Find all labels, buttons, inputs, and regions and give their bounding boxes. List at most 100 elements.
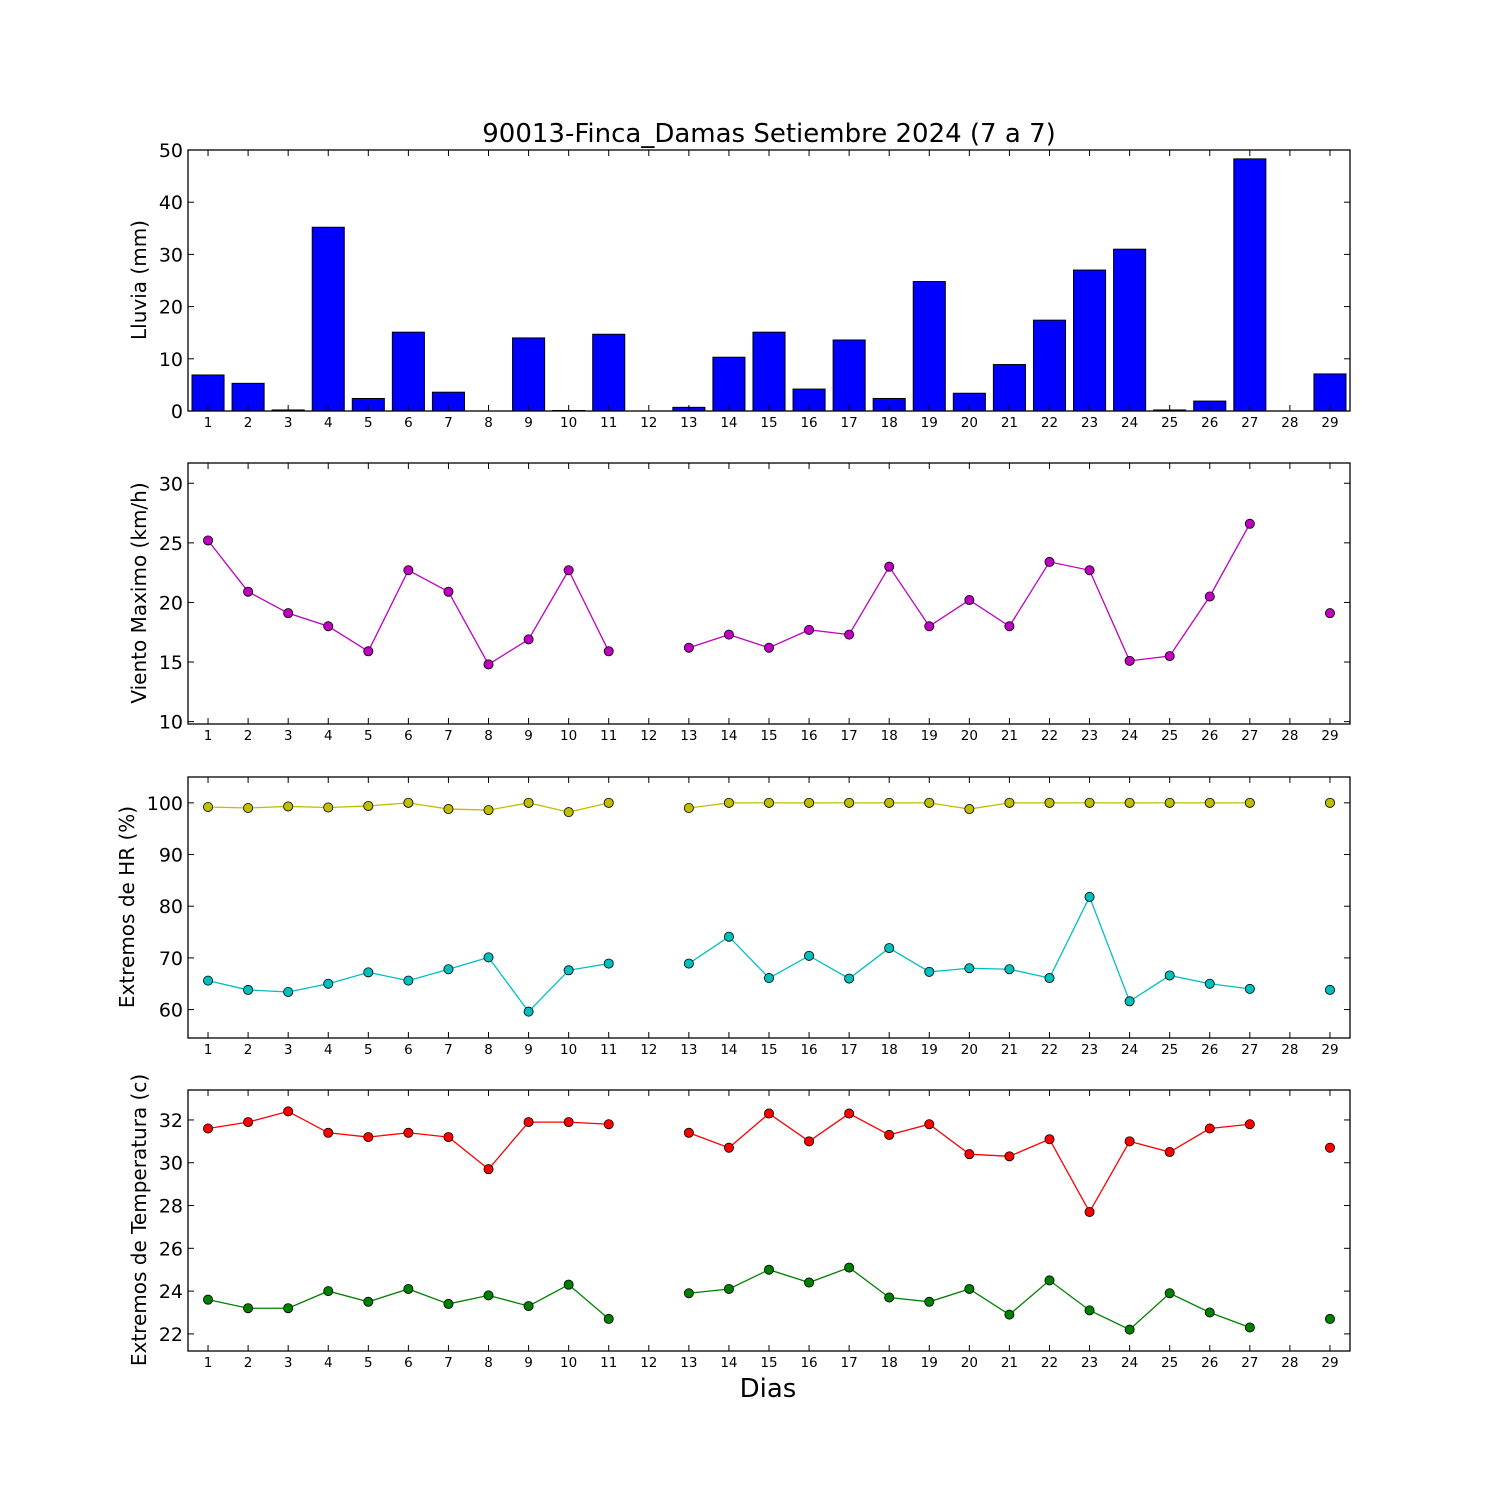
wind-series-1-point-day-10: [563, 565, 574, 576]
temperature-series-1-point-day-26: [1204, 1123, 1215, 1134]
rainfall-xtick-label-1: 1: [204, 415, 213, 431]
rainfall-xtick-label-16: 16: [800, 415, 817, 431]
humidity-xtick-label-26: 26: [1201, 1042, 1218, 1058]
humidity-xtick-label-9: 9: [524, 1042, 533, 1058]
wind-xtick-label-16: 16: [800, 728, 817, 744]
rainfall-y-axis-label: Lluvia (mm): [127, 220, 151, 340]
wind-xtick-label-8: 8: [484, 728, 493, 744]
temperature-xtick-label-3: 3: [284, 1355, 293, 1371]
rainfall-xtick-label-2: 2: [244, 415, 253, 431]
temperature-xtick-label-29: 29: [1321, 1355, 1338, 1371]
temperature-series-1-point-day-1: [203, 1123, 214, 1134]
humidity-xtick-label-4: 4: [324, 1042, 333, 1058]
humidity-series-2-point-day-7: [443, 964, 454, 975]
temperature-series-2-point-day-4: [323, 1286, 334, 1297]
temperature-xtick-label-16: 16: [800, 1355, 817, 1371]
wind-series-1-point-day-6: [403, 565, 414, 576]
humidity-series-1-point-day-1: [203, 801, 214, 812]
temperature-series-1-point-day-22: [1044, 1134, 1055, 1145]
wind-xtick-label-7: 7: [444, 728, 453, 744]
humidity-series-2-point-day-8: [483, 952, 494, 963]
rainfall-xtick-label-10: 10: [560, 415, 577, 431]
humidity-xtick-label-20: 20: [961, 1042, 978, 1058]
wind-series-1-point-day-29: [1324, 608, 1335, 619]
temperature-xtick-label-18: 18: [881, 1355, 898, 1371]
humidity-ytick-label-90: 90: [159, 845, 183, 867]
temperature-series-1-point-day-17: [844, 1108, 855, 1119]
rainfall-xtick-label-4: 4: [324, 415, 333, 431]
rainfall-bar-day-9: [512, 337, 546, 412]
humidity-series-1-point-day-18: [884, 797, 895, 808]
rainfall-ytick-label-30: 30: [159, 244, 183, 266]
rainfall-xtick-label-12: 12: [640, 415, 657, 431]
wind-series-1-point-day-21: [1004, 621, 1015, 632]
humidity-xtick-label-6: 6: [404, 1042, 413, 1058]
temperature-series-2-point-day-13: [683, 1288, 694, 1299]
temperature-series-2-point-day-8: [483, 1290, 494, 1301]
rainfall-xtick-label-29: 29: [1321, 415, 1338, 431]
wind-series-1-point-day-8: [483, 659, 494, 670]
wind-series-1-point-day-7: [443, 586, 454, 597]
rainfall-xtick-label-18: 18: [881, 415, 898, 431]
humidity-xtick-label-19: 19: [921, 1042, 938, 1058]
rainfall-xtick-label-9: 9: [524, 415, 533, 431]
rainfall-xtick-label-26: 26: [1201, 415, 1218, 431]
wind-xtick-label-13: 13: [680, 728, 697, 744]
temperature-series-2-point-day-7: [443, 1298, 454, 1309]
humidity-series-1-point-day-5: [363, 800, 374, 811]
rainfall-xtick-label-7: 7: [444, 415, 453, 431]
humidity-series-1-point-day-9: [523, 797, 534, 808]
humidity-series-2-point-day-2: [243, 984, 254, 995]
temperature-xtick-label-19: 19: [921, 1355, 938, 1371]
temperature-xtick-label-14: 14: [720, 1355, 737, 1371]
temperature-series-1-point-day-13: [683, 1127, 694, 1138]
humidity-xtick-label-15: 15: [760, 1042, 777, 1058]
wind-series-1-point-day-5: [363, 646, 374, 657]
temperature-xtick-label-28: 28: [1281, 1355, 1298, 1371]
humidity-series-2-point-day-9: [523, 1006, 534, 1017]
wind-ytick-label-10: 10: [159, 712, 183, 734]
wind-ytick-label-20: 20: [159, 592, 183, 614]
humidity-series-1-point-day-4: [323, 802, 334, 813]
humidity-series-2-point-day-25: [1164, 970, 1175, 981]
wind-series-1-point-day-3: [283, 608, 294, 619]
temperature-series-2-point-day-1: [203, 1294, 214, 1305]
temperature-xtick-label-24: 24: [1121, 1355, 1138, 1371]
temperature-series-1-point-day-24: [1124, 1136, 1135, 1147]
wind-xtick-label-27: 27: [1241, 728, 1258, 744]
wind-series-1-point-day-1: [203, 535, 214, 546]
humidity-series-1-point-day-17: [844, 797, 855, 808]
temperature-series-2-point-day-16: [804, 1277, 815, 1288]
temperature-xtick-label-8: 8: [484, 1355, 493, 1371]
humidity-series-2-point-day-16: [804, 950, 815, 961]
wind-series-1-point-day-26: [1204, 591, 1215, 602]
temperature-series-2-point-day-14: [723, 1283, 734, 1294]
temperature-series-2-point-day-26: [1204, 1307, 1215, 1318]
wind-series-1-point-day-24: [1124, 655, 1135, 666]
humidity-series-1-point-day-15: [764, 797, 775, 808]
temperature-series-2-point-day-20: [964, 1283, 975, 1294]
rainfall-xtick-label-28: 28: [1281, 415, 1298, 431]
temperature-xtick-label-21: 21: [1001, 1355, 1018, 1371]
humidity-series-1-point-day-27: [1244, 797, 1255, 808]
rainfall-xtick-label-27: 27: [1241, 415, 1258, 431]
humidity-series-2-point-day-21: [1004, 964, 1015, 975]
temperature-xtick-label-27: 27: [1241, 1355, 1258, 1371]
temperature-series-1-point-day-23: [1084, 1206, 1095, 1217]
humidity-series-2-point-day-14: [723, 931, 734, 942]
humidity-series-1-point-day-16: [804, 797, 815, 808]
wind-xtick-label-9: 9: [524, 728, 533, 744]
wind-xtick-label-22: 22: [1041, 728, 1058, 744]
wind-series-1-point-day-15: [764, 642, 775, 653]
wind-series-1-point-day-22: [1044, 556, 1055, 567]
wind-xtick-label-17: 17: [841, 728, 858, 744]
wind-xtick-label-1: 1: [204, 728, 213, 744]
wind-xtick-label-2: 2: [244, 728, 253, 744]
temperature-panel: Extremos de Temperatura (c) 222426283032…: [127, 1074, 1351, 1371]
humidity-series-1-point-day-20: [964, 804, 975, 815]
rainfall-xtick-label-5: 5: [364, 415, 373, 431]
humidity-series-2-point-day-11: [603, 958, 614, 969]
temperature-xtick-label-4: 4: [324, 1355, 333, 1371]
